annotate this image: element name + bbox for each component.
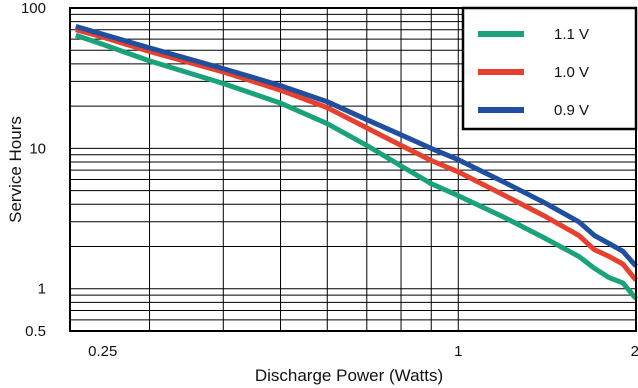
x-tick-label: 2 (631, 343, 638, 360)
series-line-1-0-V (75, 27, 638, 282)
plot-frame (69, 7, 637, 332)
y-tick-label: 1 (38, 281, 46, 298)
legend-label-0-9-V: 0.9 V (554, 102, 589, 119)
series-line-0-9-V (75, 24, 638, 268)
series-lines (74, 24, 638, 301)
x-tick-label: 0.25 (88, 343, 117, 360)
x-axis-label: Discharge Power (Watts) (255, 366, 443, 385)
y-tick-labels: 0.5 1 10 100 (21, 0, 46, 340)
legend-label-1-1-V: 1.1 V (554, 26, 589, 43)
legend: 1.1 V 1.0 V 0.9 V (461, 6, 638, 131)
x-tick-labels: 0.25 1 2 (88, 343, 638, 360)
y-tick-label: 100 (21, 0, 46, 17)
legend-label-1-0-V: 1.0 V (554, 64, 589, 81)
x-tick-label: 1 (454, 343, 462, 360)
y-tick-label: 10 (29, 140, 46, 157)
series-line-1-1-V (74, 32, 638, 301)
y-tick-label: 0.5 (25, 323, 46, 340)
y-axis-label: Service Hours (6, 116, 25, 223)
